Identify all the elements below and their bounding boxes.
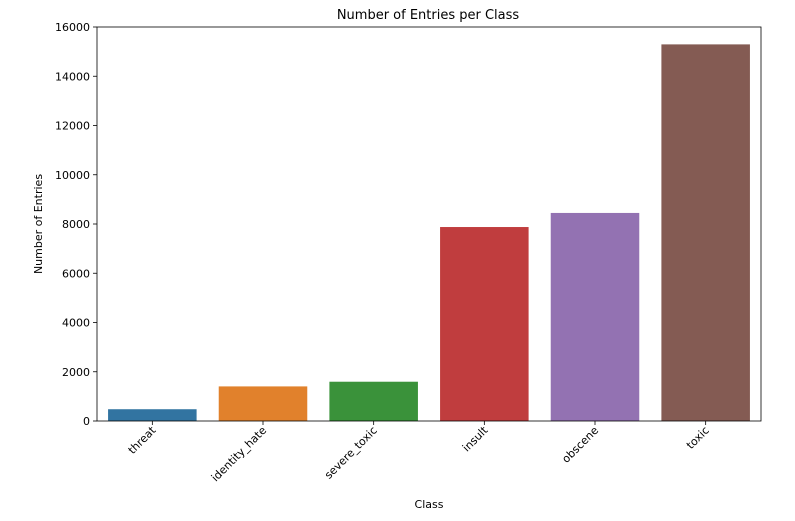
x-axis-ticks: threat identity_hate severe_toxic insult obs… <box>126 421 712 484</box>
bar-obscene <box>550 212 640 421</box>
plot-frame <box>96 26 762 422</box>
x-tick-label: toxic <box>684 424 712 452</box>
bar-identity-hate <box>218 386 308 421</box>
x-tick-label: threat <box>126 423 159 456</box>
x-axis-label: Class <box>415 498 444 511</box>
y-tick-label: 8000 <box>62 218 90 231</box>
bar-insult <box>440 227 529 421</box>
y-tick-label: 16000 <box>55 21 90 34</box>
bar-threat <box>108 409 197 421</box>
y-tick-label: 12000 <box>55 120 90 133</box>
y-tick-label: 0 <box>83 415 90 428</box>
x-tick-label: severe_toxic <box>322 424 380 482</box>
bars <box>108 44 750 421</box>
chart-title: Number of Entries per Class <box>337 8 520 23</box>
y-tick-label: 6000 <box>62 267 90 280</box>
x-tick-label: obscene <box>559 424 601 466</box>
x-tick-label: identity_hate <box>209 424 269 484</box>
bar-toxic <box>661 44 750 421</box>
y-tick-label: 2000 <box>62 366 90 379</box>
y-axis-ticks: 0 2000 4000 6000 8000 10000 12000 14000 16000 <box>55 21 97 428</box>
y-tick-label: 10000 <box>55 169 90 182</box>
x-tick-label: insult <box>460 423 491 454</box>
y-tick-label: 4000 <box>62 317 90 330</box>
y-axis-label: Number of Entries <box>32 174 45 274</box>
bar-severe-toxic <box>329 381 418 421</box>
y-tick-label: 14000 <box>55 70 90 83</box>
